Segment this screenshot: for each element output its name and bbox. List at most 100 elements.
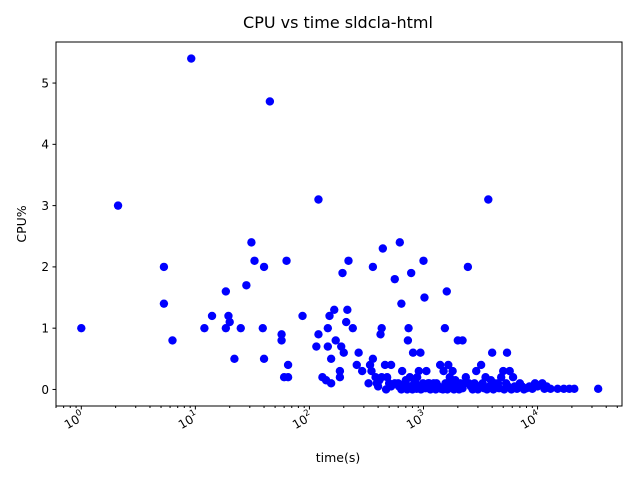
data-point	[439, 366, 448, 376]
data-point	[419, 256, 428, 265]
data-point	[323, 342, 333, 351]
chart-title: CPU vs time sldcla-html	[243, 13, 433, 32]
data-point	[325, 311, 334, 321]
data-point	[403, 336, 413, 345]
data-point	[458, 336, 467, 345]
x-axis: 100 101 102 103 104	[55, 406, 618, 432]
data-point	[230, 354, 239, 364]
points-layer	[77, 54, 603, 394]
data-point	[440, 323, 450, 333]
data-point	[408, 348, 418, 357]
data-point	[348, 323, 357, 333]
data-point	[159, 262, 169, 272]
data-point	[298, 311, 307, 321]
data-point	[442, 287, 451, 296]
data-point	[187, 54, 196, 63]
data-point	[326, 379, 336, 388]
data-point	[312, 342, 321, 351]
data-point	[250, 256, 259, 265]
plot-frame	[55, 41, 623, 407]
data-point	[422, 366, 431, 376]
x-axis-label: time(s)	[316, 450, 361, 465]
data-point	[283, 360, 293, 370]
data-point	[377, 323, 386, 333]
data-point	[113, 201, 123, 210]
data-point	[314, 330, 323, 339]
y-tick-label: 4	[41, 138, 49, 152]
data-point	[401, 376, 411, 385]
x-tick-label: 103	[403, 408, 429, 432]
data-point	[397, 299, 406, 308]
data-point	[344, 256, 353, 265]
data-point	[463, 262, 473, 272]
data-point	[314, 195, 323, 204]
data-point	[258, 323, 267, 333]
data-point	[364, 379, 373, 388]
data-point	[168, 336, 177, 345]
data-point	[570, 384, 579, 394]
data-point	[487, 348, 497, 357]
data-point	[380, 360, 390, 370]
y-tick-label: 3	[41, 199, 49, 213]
data-point	[200, 323, 209, 333]
y-axis: 0 1 2 3 4 5	[41, 76, 56, 397]
data-point	[225, 317, 234, 327]
data-point	[331, 336, 340, 345]
data-point	[420, 293, 429, 302]
data-point	[265, 97, 275, 106]
data-point	[496, 373, 506, 382]
data-point	[339, 348, 348, 357]
data-point	[472, 366, 481, 376]
data-point	[338, 268, 347, 278]
data-point	[207, 311, 217, 321]
data-point	[221, 323, 231, 333]
x-tick-label: 101	[175, 408, 201, 432]
data-point	[352, 360, 361, 370]
data-point	[283, 373, 293, 382]
data-point	[368, 262, 378, 272]
x-tick-label: 100	[61, 408, 87, 432]
y-tick-label: 2	[41, 260, 49, 274]
data-point	[242, 281, 251, 290]
y-tick-label: 5	[41, 76, 49, 90]
data-point	[323, 323, 333, 333]
data-point	[502, 348, 512, 357]
data-point	[448, 366, 457, 376]
data-point	[77, 323, 86, 333]
data-point	[444, 360, 453, 370]
data-point	[236, 323, 245, 333]
data-point	[341, 317, 351, 327]
data-point	[484, 195, 493, 204]
data-point	[354, 348, 363, 357]
data-point	[326, 354, 336, 364]
data-point	[390, 274, 399, 284]
data-point	[458, 384, 467, 393]
data-point	[282, 256, 291, 265]
data-point	[335, 373, 345, 382]
data-point	[476, 360, 486, 370]
data-point	[416, 348, 425, 357]
data-point	[553, 384, 562, 394]
data-point	[386, 360, 396, 370]
data-point	[277, 336, 286, 345]
data-point	[373, 382, 383, 391]
data-point	[335, 366, 345, 376]
x-tick-label: 104	[517, 408, 543, 432]
data-point	[435, 360, 445, 370]
data-point	[593, 384, 603, 394]
data-point	[330, 305, 339, 314]
data-point	[159, 299, 169, 308]
y-tick-label: 1	[41, 321, 49, 335]
y-tick-label: 0	[41, 383, 49, 397]
data-point	[259, 262, 269, 272]
y-axis-label: CPU%	[14, 205, 29, 242]
data-point	[505, 366, 514, 376]
data-point	[533, 382, 542, 391]
data-point	[404, 323, 413, 333]
data-point	[259, 354, 269, 364]
data-point	[277, 330, 286, 339]
data-point	[378, 244, 388, 253]
data-point	[357, 366, 367, 376]
data-point	[377, 373, 386, 382]
data-point	[414, 366, 424, 376]
